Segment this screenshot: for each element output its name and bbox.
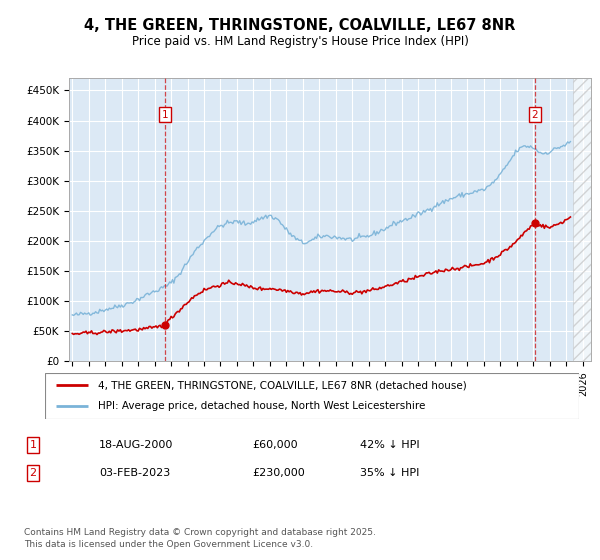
Text: HPI: Average price, detached house, North West Leicestershire: HPI: Average price, detached house, Nort… (98, 402, 426, 412)
Text: £60,000: £60,000 (252, 440, 298, 450)
Text: Price paid vs. HM Land Registry's House Price Index (HPI): Price paid vs. HM Land Registry's House … (131, 35, 469, 49)
Bar (573, 78, 591, 361)
FancyBboxPatch shape (45, 373, 579, 419)
Text: 4, THE GREEN, THRINGSTONE, COALVILLE, LE67 8NR: 4, THE GREEN, THRINGSTONE, COALVILLE, LE… (85, 18, 515, 32)
Text: Contains HM Land Registry data © Crown copyright and database right 2025.
This d: Contains HM Land Registry data © Crown c… (24, 528, 376, 549)
Text: 42% ↓ HPI: 42% ↓ HPI (360, 440, 419, 450)
Text: 2: 2 (29, 468, 37, 478)
Text: £230,000: £230,000 (252, 468, 305, 478)
Text: 1: 1 (161, 110, 169, 119)
Text: 4, THE GREEN, THRINGSTONE, COALVILLE, LE67 8NR (detached house): 4, THE GREEN, THRINGSTONE, COALVILLE, LE… (98, 380, 467, 390)
Text: 2: 2 (532, 110, 538, 119)
Text: 1: 1 (29, 440, 37, 450)
Text: 35% ↓ HPI: 35% ↓ HPI (360, 468, 419, 478)
Text: 03-FEB-2023: 03-FEB-2023 (99, 468, 170, 478)
Text: 18-AUG-2000: 18-AUG-2000 (99, 440, 173, 450)
